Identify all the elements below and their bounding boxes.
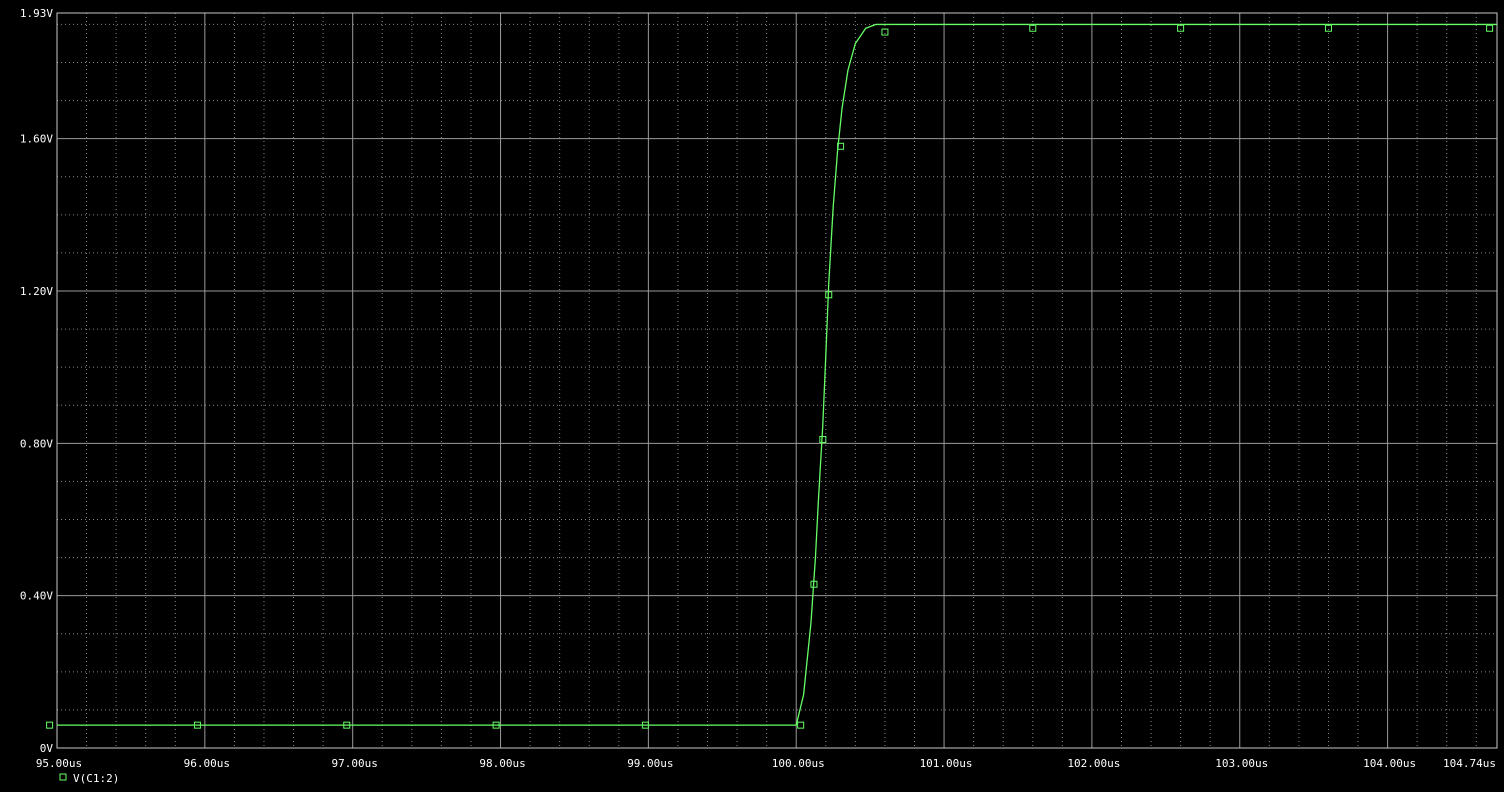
x-tick-label: 97.00us <box>332 757 378 770</box>
marker-layer <box>46 24 1494 729</box>
data-marker <box>641 721 649 729</box>
x-tick-label: 98.00us <box>479 757 525 770</box>
trace-layer <box>57 23 1497 726</box>
y-tick-label: 1.93V <box>20 7 53 20</box>
grid <box>57 13 1497 748</box>
legend-marker-square <box>59 773 67 781</box>
data-marker <box>46 721 54 729</box>
x-axis-tick-labels: 95.00us 96.00us 97.00us 98.00us 99.00us 100.0… <box>36 757 1496 770</box>
data-marker <box>819 436 827 444</box>
x-tick-label: 102.00us <box>1067 757 1120 770</box>
x-tick-label: 99.00us <box>627 757 673 770</box>
plot-frame <box>56 12 1498 749</box>
data-marker <box>1029 24 1037 32</box>
series-line-0 <box>57 23 1497 726</box>
x-tick-label: 101.00us <box>920 757 973 770</box>
x-tick-label: 103.00us <box>1215 757 1268 770</box>
y-tick-label: 1.20V <box>20 285 53 298</box>
data-marker <box>343 721 351 729</box>
y-axis-tick-labels: 0V 0.40V 0.80V 1.20V 1.60V 1.93V <box>20 7 53 755</box>
data-marker <box>193 721 201 729</box>
y-tick-label: 1.60V <box>20 133 53 146</box>
data-marker <box>1177 24 1185 32</box>
x-tick-label: 104.00us <box>1363 757 1416 770</box>
y-tick-label: 0.80V <box>20 437 53 450</box>
data-marker <box>837 142 845 150</box>
y-tick-label: 0V <box>40 742 54 755</box>
data-marker <box>1486 24 1494 32</box>
data-marker <box>825 291 833 299</box>
plot-border <box>56 12 1498 749</box>
data-marker <box>810 580 818 588</box>
x-tick-label: 104.74us <box>1443 757 1496 770</box>
data-marker <box>1324 24 1332 32</box>
legend-label[interactable]: V(C1:2) <box>73 772 119 785</box>
x-tick-label: 95.00us <box>36 757 82 770</box>
x-tick-label: 100.00us <box>772 757 825 770</box>
x-tick-label: 96.00us <box>184 757 230 770</box>
legend[interactable]: V(C1:2) <box>59 772 119 785</box>
y-tick-label: 0.40V <box>20 590 53 603</box>
data-marker <box>797 721 805 729</box>
data-marker <box>492 721 500 729</box>
data-marker <box>881 28 889 36</box>
